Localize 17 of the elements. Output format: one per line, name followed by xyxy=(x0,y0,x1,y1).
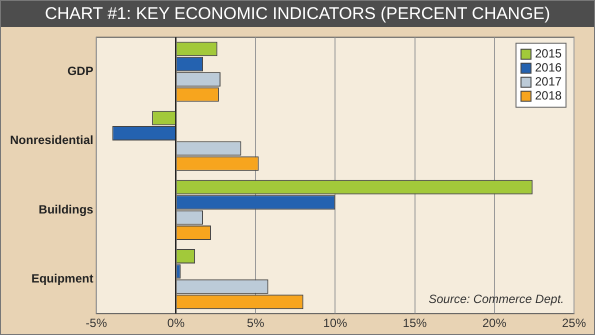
x-tick-label: 20% xyxy=(482,316,507,330)
x-tick-label: -5% xyxy=(86,316,108,330)
x-tick-label: 25% xyxy=(562,316,586,330)
y-tick-label: Nonresidential xyxy=(10,133,94,148)
y-tick-label: Buildings xyxy=(38,202,94,216)
legend-label: 2016 xyxy=(535,60,562,75)
legend-label: 2017 xyxy=(535,74,562,89)
x-tick-label: 15% xyxy=(402,316,428,330)
x-tick-label: 0% xyxy=(167,316,185,330)
legend-label: 2018 xyxy=(535,88,562,103)
annotation: Source: Commerce Dept. xyxy=(428,292,564,306)
y-tick-label: Equipment xyxy=(31,271,94,286)
legend-label: 2015 xyxy=(535,46,562,61)
chart-title: CHART #1: KEY ECONOMIC INDICATORS (PERCENT CHANGE) xyxy=(1,1,594,27)
y-tick-label: GDP xyxy=(67,64,94,78)
x-tick-label: 5% xyxy=(246,316,265,330)
x-tick-label: 10% xyxy=(323,316,348,330)
